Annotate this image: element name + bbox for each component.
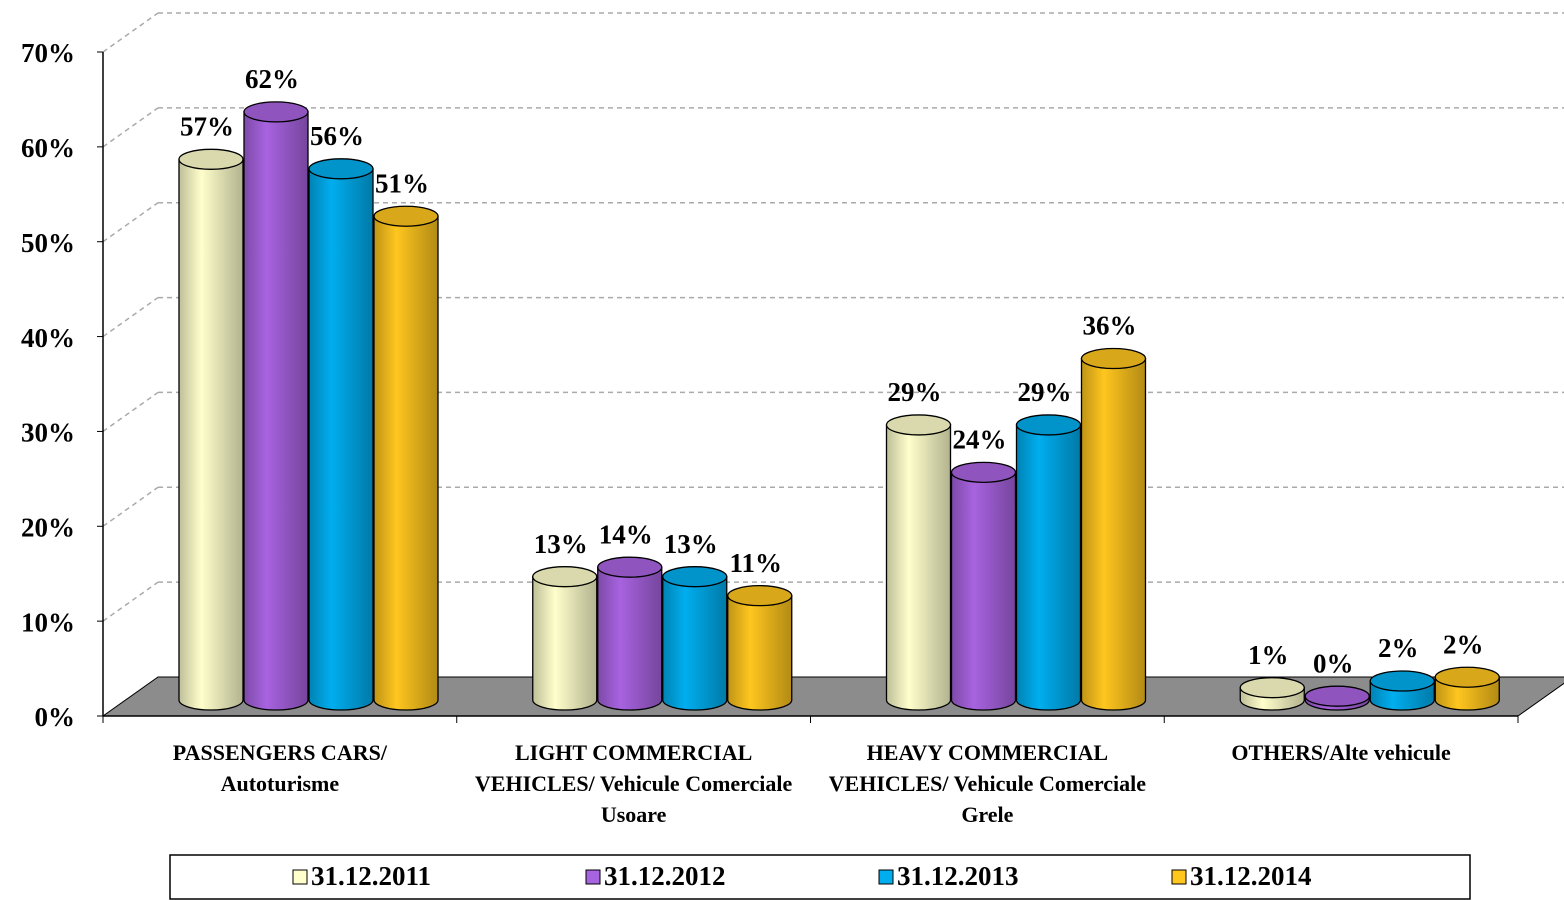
value-label: 2%: [1378, 633, 1419, 663]
legend-label: 31.12.2012: [604, 861, 726, 891]
bar: [532, 576, 598, 711]
legend-label: 31.12.2013: [897, 861, 1019, 891]
bar: [885, 424, 952, 711]
value-label: 29%: [1018, 377, 1072, 407]
y-tick-label: 50%: [21, 228, 75, 258]
legend-swatch: [878, 869, 894, 885]
bar-top: [727, 585, 793, 607]
legend-label: 31.12.2014: [1190, 861, 1312, 891]
y-tick-label: 60%: [21, 133, 75, 163]
value-label: 14%: [599, 519, 653, 549]
y-tick-label: 20%: [21, 512, 75, 542]
value-label: 29%: [888, 377, 942, 407]
bar: [1080, 357, 1147, 711]
grid-line-side: [102, 12, 159, 53]
y-tick-label: 70%: [21, 38, 75, 68]
x-tick-label: PASSENGERS CARS/ Autoturisme: [172, 740, 387, 796]
value-label: 13%: [534, 529, 588, 559]
grid-line-side: [102, 391, 159, 433]
y-tick-label: 40%: [21, 323, 75, 353]
y-tick-label: 10%: [21, 607, 75, 637]
value-label: 36%: [1083, 311, 1137, 341]
value-label: 24%: [953, 425, 1007, 455]
bar: [597, 566, 663, 711]
legend-swatch: [585, 869, 601, 885]
legend-label: 31.12.2011: [311, 861, 431, 891]
bar: [178, 158, 244, 711]
bar-top: [597, 556, 663, 578]
value-label: 13%: [664, 529, 718, 559]
bar-top: [662, 566, 728, 588]
value-label: 51%: [375, 168, 429, 198]
value-label: 62%: [245, 64, 299, 94]
bar-top: [950, 461, 1017, 483]
bar-top: [308, 158, 374, 180]
value-label: 11%: [729, 548, 782, 578]
bar-top: [1080, 347, 1147, 370]
legend-box: [169, 854, 1471, 900]
bar-top: [885, 414, 952, 436]
bar-top: [532, 566, 598, 588]
value-label: 56%: [310, 121, 364, 151]
grid-line-side: [102, 296, 159, 338]
value-label: 57%: [180, 112, 234, 142]
bar: [727, 595, 793, 711]
bar: [243, 111, 309, 711]
bar-top: [1015, 414, 1082, 436]
value-label: 0%: [1313, 648, 1354, 678]
bar-top: [1369, 670, 1435, 692]
value-label: 1%: [1248, 640, 1289, 670]
grid-line-side: [102, 107, 159, 148]
y-tick-label: 30%: [21, 418, 75, 448]
x-tick-label: HEAVY COMMERCIAL VEHICLES/ Vehicule Come…: [828, 740, 1147, 827]
legend-swatch: [1171, 869, 1187, 885]
y-tick-label: 0%: [35, 702, 76, 732]
bar-top: [1304, 685, 1370, 707]
grid-line-side: [102, 581, 159, 622]
value-label: 2%: [1443, 629, 1484, 659]
bar: [950, 471, 1017, 711]
bar-top: [1434, 666, 1500, 688]
bar-top: [373, 205, 439, 227]
x-tick-label: LIGHT COMMERCIAL VEHICLES/ Vehicule Come…: [474, 740, 793, 827]
grid-line-side: [102, 202, 159, 243]
bar-top: [178, 148, 244, 170]
bar: [1015, 424, 1082, 711]
bar-top: [243, 101, 309, 123]
bar: [308, 168, 374, 711]
bar: [373, 215, 439, 711]
x-tick-label: OTHERS/Alte vehicule: [1231, 740, 1451, 765]
legend-swatch: [292, 869, 308, 885]
grid-line-side: [102, 486, 159, 527]
bar: [662, 576, 728, 711]
bar-top: [1239, 677, 1305, 699]
